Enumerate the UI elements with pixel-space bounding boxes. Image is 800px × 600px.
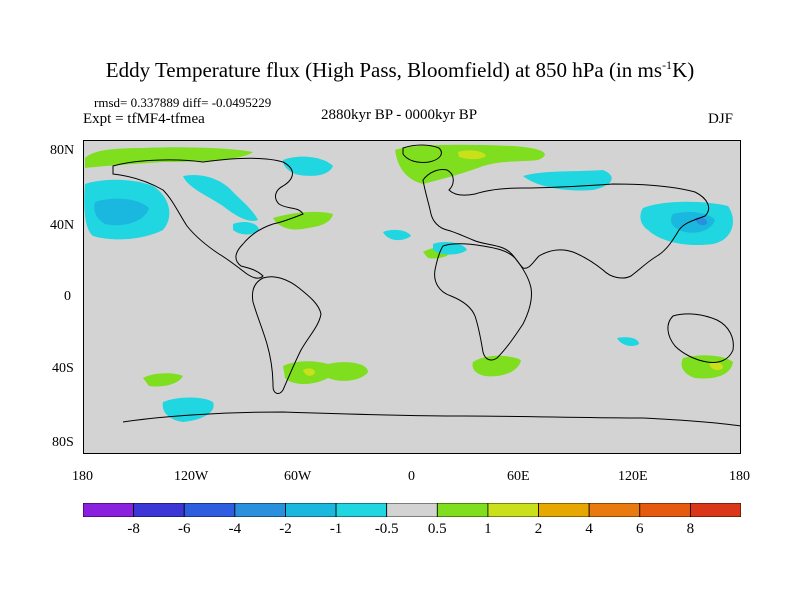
colorbar-box [285, 503, 337, 517]
lon-label-0: 0 [408, 469, 415, 484]
north-pacific-west-core [671, 212, 715, 233]
colorbar-box [386, 503, 438, 517]
australia-coast [667, 313, 734, 363]
colorbar-box [538, 503, 590, 517]
eurasia-coast [422, 169, 710, 279]
colorbar-box [234, 503, 286, 517]
coastlines [112, 144, 741, 427]
lat-label-40s: 40S [52, 361, 74, 376]
north-atlantic-west-region [273, 211, 333, 230]
colorbar-box [83, 503, 135, 517]
colorbar-label: -4 [228, 521, 242, 537]
colorbar-box [436, 503, 489, 517]
colorbar-box [588, 503, 641, 517]
period-label: 2880kyr BP - 0000kyr BP [321, 107, 478, 123]
title-tail: K) [672, 58, 695, 82]
indian-ocean-region [617, 337, 639, 346]
stats-text: rmsd= 0.337889 diff= -0.0495229 [94, 95, 272, 110]
colorbar-label: 1 [484, 521, 492, 537]
australia-peak [709, 362, 723, 371]
colorbar-box [335, 503, 388, 517]
south-america-peak [303, 368, 315, 376]
world-map [83, 140, 741, 454]
north-pacific-east-core [94, 198, 149, 226]
lat-label-80s: 80S [52, 435, 74, 450]
arctic-atlantic-region [395, 144, 545, 184]
north-america-coast [112, 157, 304, 279]
colorbar-label: -0.5 [374, 521, 399, 537]
greenland-coast [402, 144, 442, 163]
south-america-region [283, 361, 368, 384]
lon-label-120w: 120W [174, 469, 209, 484]
colorbar-box [487, 503, 539, 517]
colorbar-label: -2 [279, 521, 292, 537]
colorbar [83, 503, 741, 517]
map-frame [83, 140, 741, 454]
lon-label-60w: 60W [284, 469, 312, 484]
lat-label-80n: 80N [50, 143, 75, 158]
colorbar-box [133, 503, 185, 517]
colorbar-label: -8 [127, 521, 140, 537]
lat-label-40n: 40N [50, 218, 75, 233]
colorbar-label: 6 [636, 521, 644, 537]
lon-label-60e: 60E [507, 469, 530, 484]
experiment-label: Expt = tfMF4-tfmea [83, 111, 205, 127]
arctic-atlantic-peak [458, 150, 486, 160]
south-indian-region [472, 355, 521, 377]
labrador-region [283, 156, 333, 176]
north-pacific-west-peak [695, 217, 708, 226]
lon-label-120e: 120E [618, 469, 648, 484]
title-superscript: -1 [662, 58, 673, 72]
figure-title: Eddy Temperature flux (High Pass, Bloomf… [0, 58, 800, 83]
mediterranean-region [433, 242, 467, 255]
colorbar-label: -1 [329, 521, 343, 537]
lon-label-180w: 180 [72, 469, 93, 484]
colorbar-label: 2 [534, 521, 543, 537]
colorbar-box [183, 503, 236, 517]
colorbar-box [689, 503, 741, 517]
colorbar-label: 0.5 [427, 521, 447, 537]
colorbar-box [639, 503, 691, 517]
title-main: Eddy Temperature flux (High Pass, Bloomf… [105, 58, 663, 82]
colorbar-label: 4 [585, 521, 593, 537]
colorbar-label: -6 [177, 521, 191, 537]
us-east-region [233, 222, 259, 235]
lat-label-0: 0 [64, 289, 71, 304]
east-atlantic-region [383, 229, 411, 241]
antarctica-coast [122, 411, 741, 427]
north-america-band [183, 174, 258, 221]
africa-coast [434, 243, 532, 361]
season-label: DJF [708, 111, 734, 127]
south-america-coast [252, 276, 322, 394]
colorbar-boxes [83, 503, 741, 517]
positive-anomaly-regions [85, 144, 733, 387]
lon-label-180e: 180 [729, 469, 750, 484]
colorbar-label: 8 [686, 521, 695, 537]
south-pacific-region [143, 373, 183, 387]
